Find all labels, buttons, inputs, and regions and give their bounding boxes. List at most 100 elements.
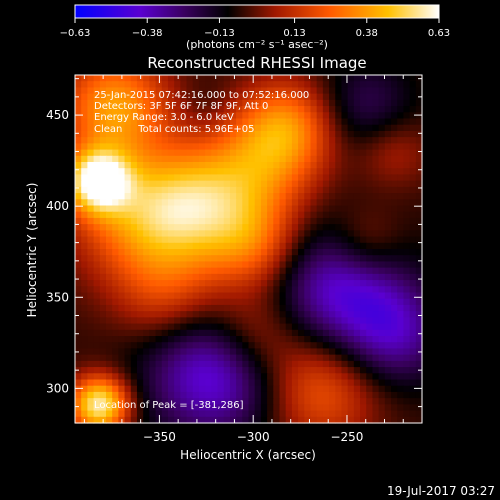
heatmap-cell <box>248 410 256 418</box>
heatmap-cell <box>304 180 312 188</box>
heatmap-cell <box>347 205 355 213</box>
heatmap-cell <box>285 236 293 244</box>
heatmap-cell <box>105 106 113 113</box>
heatmap-cell <box>267 112 274 120</box>
heatmap-cell <box>391 286 398 294</box>
heatmap-cell <box>360 224 367 231</box>
heatmap-cell <box>285 416 293 424</box>
heatmap-cell <box>391 385 398 393</box>
heatmap-cell <box>161 360 169 368</box>
heatmap-cell <box>397 416 405 424</box>
heatmap-cell <box>291 149 299 157</box>
heatmap-cell <box>118 224 126 231</box>
heatmap-cell <box>335 186 343 194</box>
heatmap-cell <box>229 298 237 306</box>
heatmap-cell <box>341 379 349 387</box>
heatmap-cell <box>198 385 206 393</box>
heatmap-cell <box>316 336 324 343</box>
heatmap-cell <box>81 391 88 399</box>
heatmap-cell <box>415 143 423 151</box>
heatmap-cell <box>391 273 398 281</box>
heatmap-cell <box>260 273 268 281</box>
heatmap-cell <box>124 93 132 101</box>
heatmap-cell <box>298 336 305 343</box>
heatmap-cell <box>285 149 293 157</box>
heatmap-cell <box>149 162 157 169</box>
heatmap-cell <box>99 329 107 337</box>
heatmap-cell <box>242 323 250 331</box>
heatmap-cell <box>298 75 305 82</box>
heatmap-cell <box>341 236 349 244</box>
heatmap-cell <box>93 379 101 387</box>
heatmap-cell <box>267 186 274 194</box>
heatmap-cell <box>75 391 82 399</box>
heatmap-cell <box>391 323 398 331</box>
heatmap-cell <box>397 87 405 95</box>
heatmap-cell <box>353 112 361 120</box>
heatmap-cell <box>298 385 305 393</box>
heatmap-cell <box>322 186 330 194</box>
heatmap-cell <box>304 137 312 144</box>
heatmap-cell <box>112 236 119 244</box>
heatmap-cell <box>174 329 181 337</box>
heatmap-cell <box>403 292 411 300</box>
heatmap-cell <box>124 336 132 343</box>
heatmap-cell <box>105 360 113 368</box>
heatmap-cell <box>192 143 200 151</box>
heatmap-cell <box>397 304 405 312</box>
heatmap-cell <box>180 224 188 231</box>
heatmap-cell <box>167 155 175 163</box>
heatmap-cell <box>353 304 361 312</box>
heatmap-cell <box>273 193 281 200</box>
heatmap-cell <box>105 391 113 399</box>
heatmap-cell <box>372 81 380 89</box>
heatmap-cell <box>124 280 132 287</box>
heatmap-cell <box>310 130 318 138</box>
heatmap-cell <box>81 360 88 368</box>
heatmap-cell <box>409 385 417 393</box>
heatmap-cell <box>192 348 200 356</box>
heatmap-cell <box>180 404 188 412</box>
heatmap-cell <box>143 348 150 356</box>
heatmap-cell <box>360 199 367 207</box>
heatmap-cell <box>248 205 256 213</box>
heatmap-cell <box>372 130 380 138</box>
heatmap-cell <box>298 217 305 225</box>
heatmap-cell <box>180 354 188 362</box>
heatmap-cell <box>409 348 417 356</box>
heatmap-cell <box>335 348 343 356</box>
heatmap-cell <box>353 242 361 250</box>
heatmap-cell <box>105 373 113 381</box>
heatmap-cell <box>353 286 361 294</box>
heatmap-cell <box>378 99 386 107</box>
heatmap-cell <box>192 323 200 331</box>
heatmap-cell <box>360 385 367 393</box>
heatmap-cell <box>310 280 318 287</box>
heatmap-cell <box>304 99 312 107</box>
heatmap-cell <box>378 379 386 387</box>
heatmap-cell <box>130 379 138 387</box>
heatmap-cell <box>236 267 243 275</box>
heatmap-cell <box>161 317 169 325</box>
heatmap-cell <box>161 180 169 188</box>
heatmap-cell <box>130 193 138 200</box>
heatmap-cell <box>273 155 281 163</box>
heatmap-cell <box>254 217 262 225</box>
heatmap-cell <box>93 162 101 169</box>
heatmap-cell <box>186 149 194 157</box>
heatmap-cell <box>236 317 243 325</box>
heatmap-cell <box>279 249 287 256</box>
heatmap-cell <box>217 143 225 151</box>
heatmap-cell <box>372 118 380 126</box>
heatmap-cell <box>372 143 380 151</box>
heatmap-cell <box>397 211 405 219</box>
heatmap-cell <box>310 249 318 256</box>
heatmap-cell <box>403 93 411 101</box>
heatmap-cell <box>279 130 287 138</box>
heatmap-cell <box>192 93 200 101</box>
heatmap-cell <box>409 217 417 225</box>
heatmap-cell <box>174 186 181 194</box>
heatmap-cell <box>205 242 212 250</box>
heatmap-cell <box>167 143 175 151</box>
heatmap-cell <box>192 155 200 163</box>
